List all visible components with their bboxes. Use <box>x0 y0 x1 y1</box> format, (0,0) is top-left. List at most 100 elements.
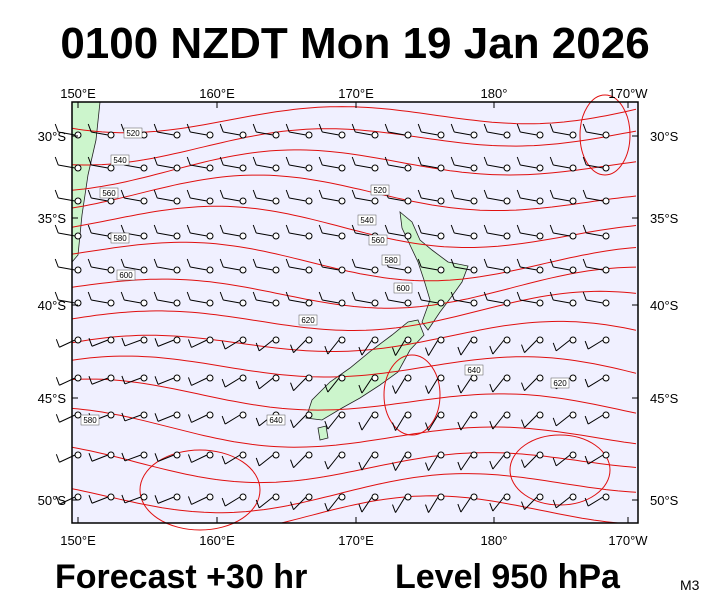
barb-shaft <box>492 496 505 512</box>
barb-shaft <box>191 496 208 505</box>
barb-feather <box>521 382 525 391</box>
contour-label-box <box>99 187 119 199</box>
barb-shaft <box>555 414 571 427</box>
barb-shaft <box>157 339 175 347</box>
barb-shaft <box>258 496 274 509</box>
barb-feather <box>54 189 59 199</box>
barb-shaft <box>258 377 274 390</box>
barb-feather <box>221 455 226 465</box>
barb-feather <box>255 342 260 352</box>
barb-feather <box>521 501 525 510</box>
station <box>74 411 82 419</box>
station <box>602 299 610 307</box>
station <box>206 299 214 307</box>
barb-feather <box>392 422 396 431</box>
station <box>338 411 346 419</box>
station <box>140 299 148 307</box>
barb-feather <box>255 380 260 390</box>
station <box>338 451 346 459</box>
barb-feather <box>290 459 294 468</box>
station <box>239 493 247 501</box>
barb-shaft <box>256 197 274 202</box>
station <box>371 197 379 205</box>
station <box>404 164 412 172</box>
station <box>272 374 280 382</box>
barb-shaft <box>524 377 538 391</box>
barb-feather <box>483 189 488 199</box>
barb-shaft <box>555 496 571 509</box>
lon-label-bottom: 170°W <box>608 533 648 548</box>
barb-feather <box>255 417 260 427</box>
barb-shaft <box>487 164 505 169</box>
barb-shaft <box>256 164 274 169</box>
station <box>239 131 247 139</box>
barb-shaft <box>124 496 142 504</box>
barb-feather <box>549 189 554 199</box>
station <box>173 232 181 240</box>
barb-shaft <box>520 232 538 237</box>
station <box>536 164 544 172</box>
barb-feather <box>121 452 126 462</box>
station <box>503 131 511 139</box>
barb-feather <box>417 291 422 301</box>
barb-feather <box>318 258 323 268</box>
station <box>173 131 181 139</box>
station <box>305 299 313 307</box>
barb-shaft <box>157 454 175 462</box>
barb-feather <box>516 291 521 301</box>
barb-feather <box>252 291 257 301</box>
barb-shaft <box>293 339 307 354</box>
barb-feather <box>285 123 290 133</box>
barb-feather <box>324 420 329 430</box>
barb-feather <box>457 346 462 356</box>
barb-feather <box>219 291 224 301</box>
barb-shaft <box>520 299 538 304</box>
barb-feather <box>417 156 422 166</box>
lon-label-bottom: 160°E <box>199 533 235 548</box>
barb-shaft <box>361 377 373 394</box>
contour-label-box <box>80 414 100 426</box>
contour-label-box <box>357 214 377 226</box>
barb-feather <box>489 383 494 393</box>
barb-shaft <box>91 164 109 169</box>
station <box>107 131 115 139</box>
barb-feather <box>358 346 363 356</box>
station <box>206 374 214 382</box>
barb-feather <box>516 156 521 166</box>
barb-shaft <box>289 299 307 304</box>
lat-label-left: 45°S <box>38 391 67 406</box>
barb-shaft <box>587 496 604 507</box>
station <box>338 374 346 382</box>
barb-feather <box>187 454 192 463</box>
station <box>470 493 478 501</box>
station <box>206 197 214 205</box>
barb-feather <box>219 258 224 268</box>
barb-shaft <box>454 197 472 202</box>
station <box>173 164 181 172</box>
barb-shaft <box>388 197 406 202</box>
barb-feather <box>584 378 589 388</box>
barb-feather <box>153 123 158 133</box>
station <box>371 164 379 172</box>
barb-shaft <box>293 454 307 469</box>
station <box>437 197 445 205</box>
barb-shaft <box>191 377 208 386</box>
station <box>173 493 181 501</box>
barb-shaft <box>428 377 439 394</box>
barb-feather <box>384 291 389 301</box>
station <box>569 299 577 307</box>
station <box>338 232 346 240</box>
station <box>140 266 148 274</box>
barb-shaft <box>289 197 307 202</box>
station <box>206 266 214 274</box>
station <box>569 374 577 382</box>
barb-feather <box>252 156 257 166</box>
station <box>272 299 280 307</box>
barb-feather <box>87 156 92 166</box>
station <box>503 493 511 501</box>
barb-shaft <box>395 496 406 513</box>
barb-shaft <box>460 414 472 431</box>
barb-feather <box>521 419 525 428</box>
barb-shaft <box>322 266 340 271</box>
barb-shaft <box>388 299 406 304</box>
